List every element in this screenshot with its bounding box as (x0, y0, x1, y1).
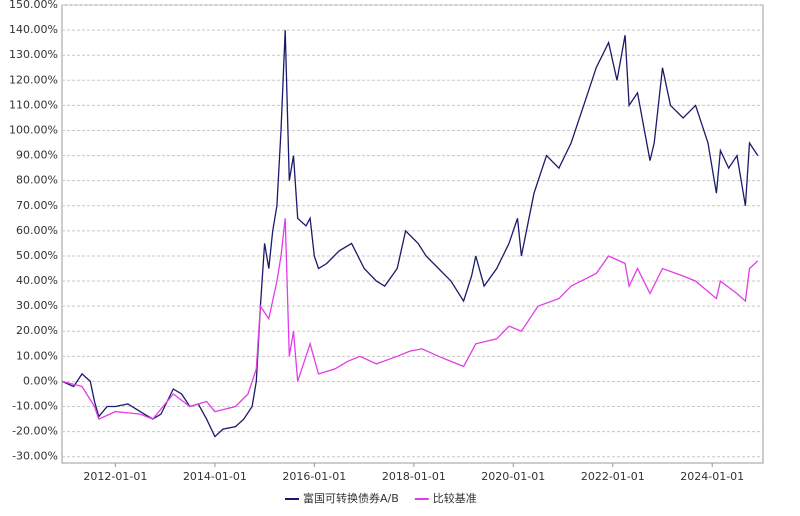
plot-frame (61, 4, 764, 464)
y-tick-label: 10.00% (16, 349, 58, 362)
y-tick-label: -10.00% (12, 400, 58, 413)
x-tick-label: 2016-01-01 (282, 470, 346, 483)
y-tick-label: 110.00% (9, 98, 58, 111)
y-tick-label: -20.00% (12, 425, 58, 438)
y-tick-label: 30.00% (16, 299, 58, 312)
y-tick-label: 70.00% (16, 199, 58, 212)
y-tick-label: 0.00% (23, 374, 58, 387)
x-tick-label: 2024-01-01 (680, 470, 744, 483)
y-tick-label: 60.00% (16, 224, 58, 237)
legend-label: 富国可转换债券A/B (303, 491, 399, 505)
y-tick-label: 140.00% (9, 23, 58, 36)
y-tick-label: -30.00% (12, 450, 58, 463)
series-line (61, 30, 759, 438)
y-tick-label: 120.00% (9, 73, 58, 86)
y-tick-label: 130.00% (9, 48, 58, 61)
legend-label: 比较基准 (433, 491, 477, 505)
y-tick-label: 150.00% (9, 0, 58, 11)
y-tick-label: 90.00% (16, 149, 58, 162)
x-tick-label: 2022-01-01 (581, 470, 645, 483)
y-tick-label: 50.00% (16, 249, 58, 262)
y-tick-label: 80.00% (16, 174, 58, 187)
x-tick-label: 2020-01-01 (481, 470, 545, 483)
y-tick-label: 40.00% (16, 274, 58, 287)
y-tick-label: 20.00% (16, 324, 58, 337)
y-tick-label: 100.00% (9, 123, 58, 136)
x-tick-label: 2014-01-01 (183, 470, 247, 483)
series-line (61, 218, 759, 420)
x-tick-label: 2018-01-01 (382, 470, 446, 483)
x-tick-label: 2012-01-01 (83, 470, 147, 483)
